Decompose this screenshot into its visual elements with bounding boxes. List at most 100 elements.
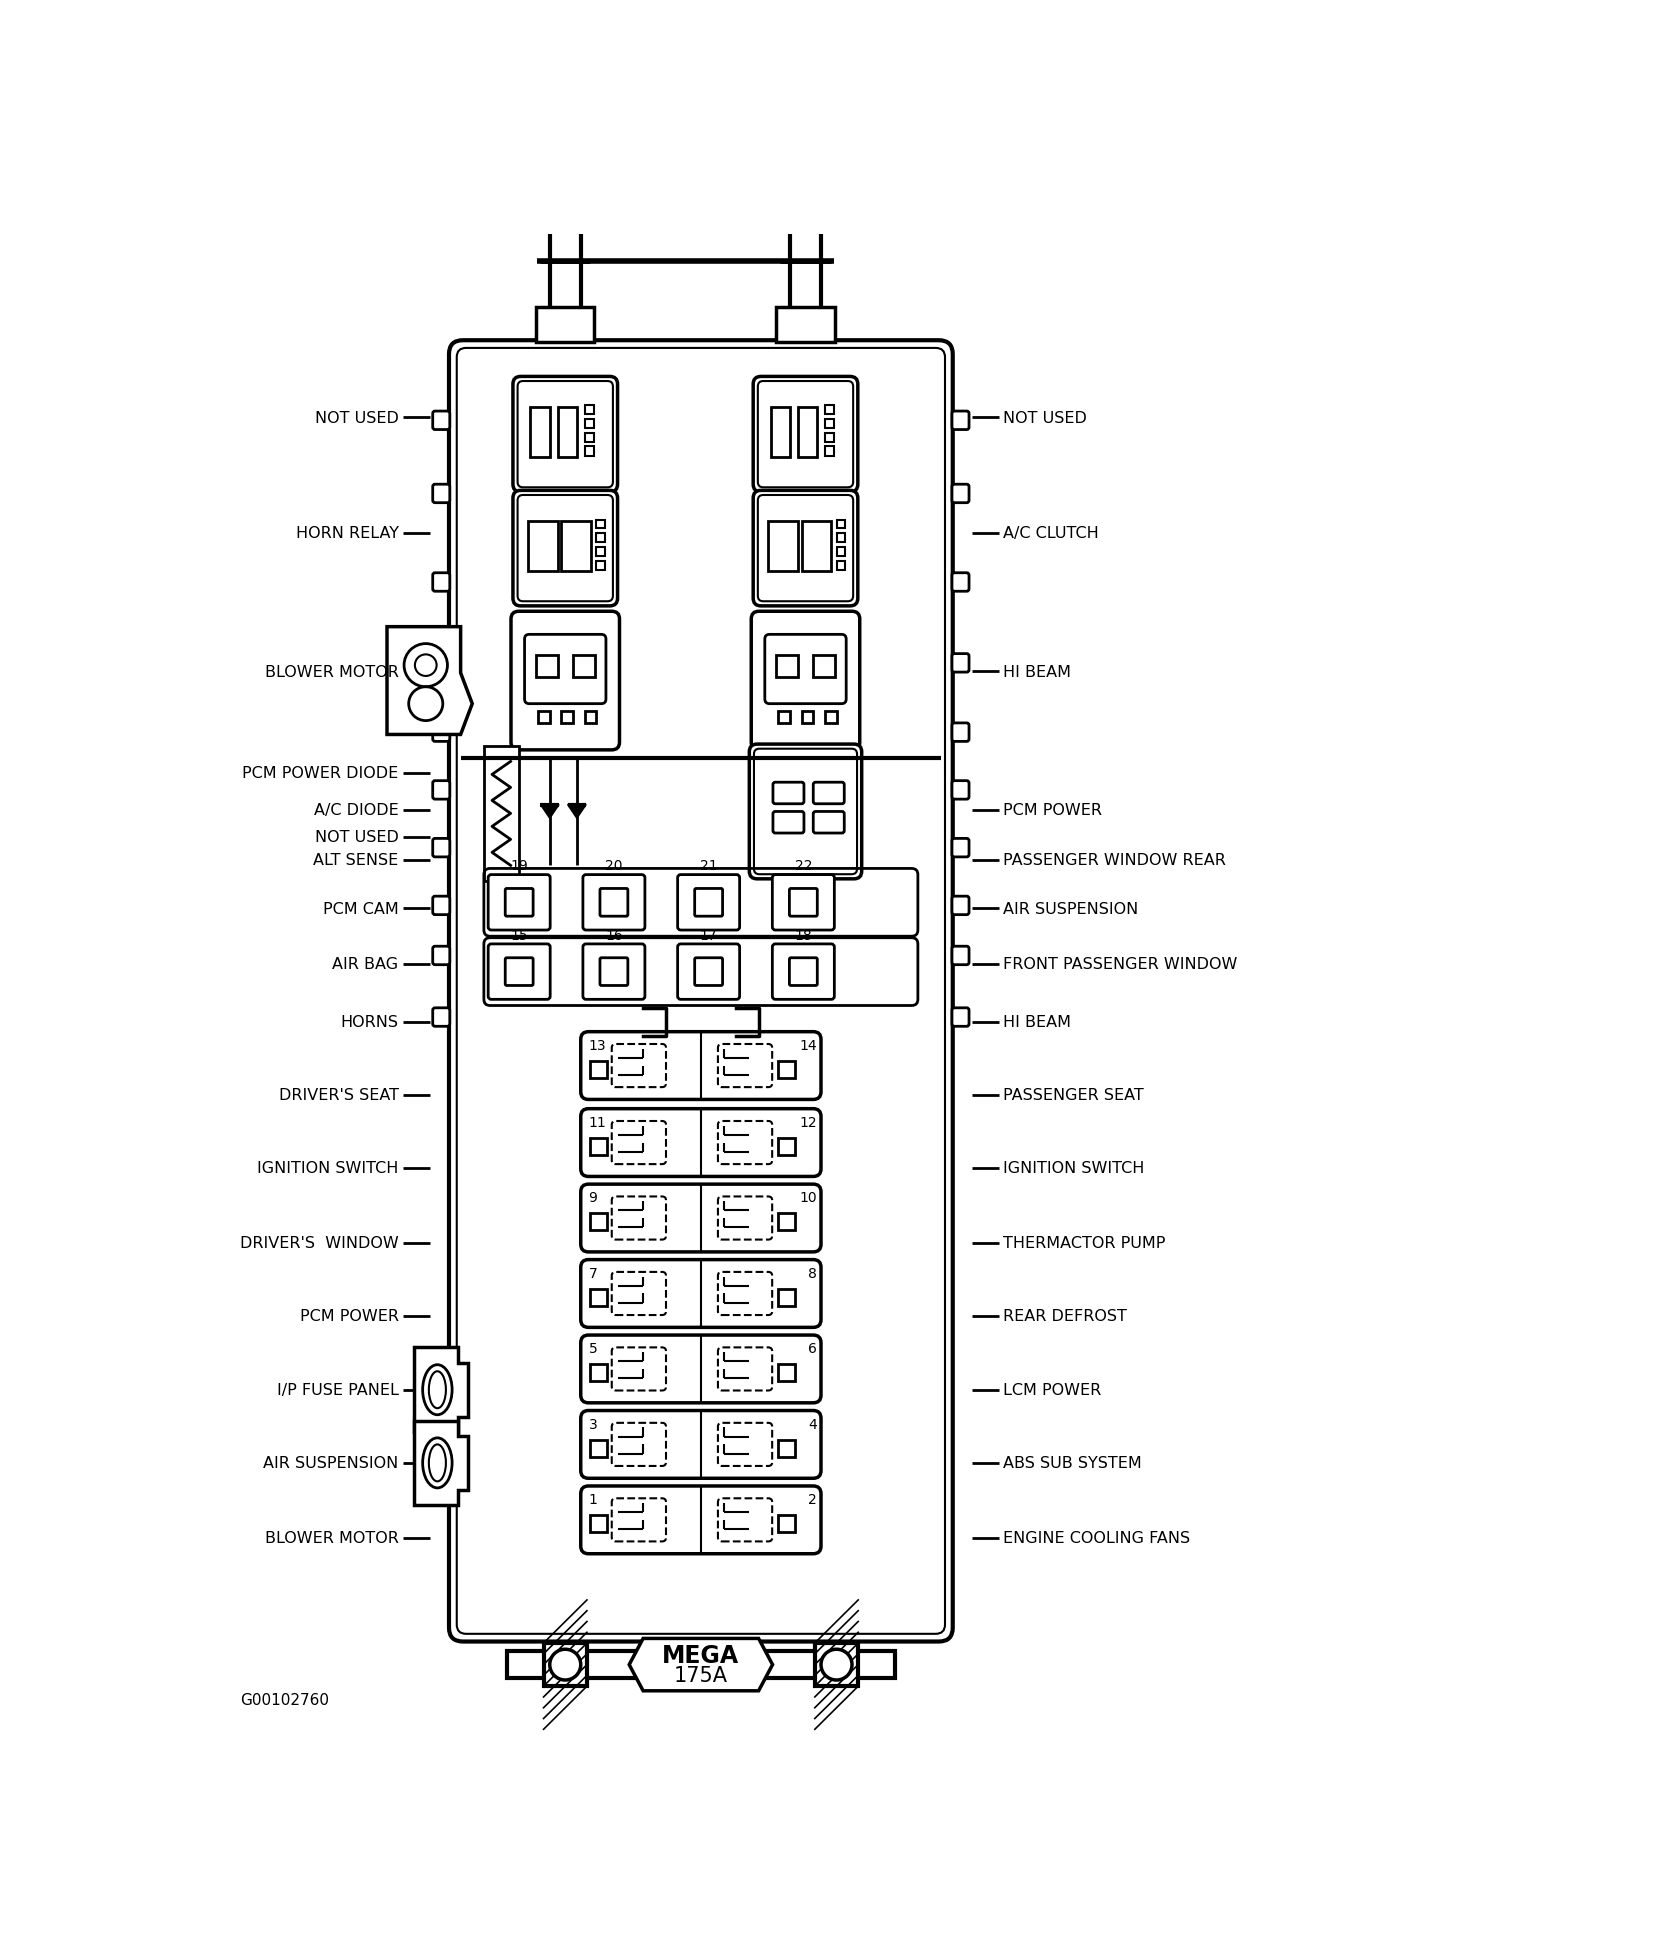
Text: HI BEAM: HI BEAM (1004, 1014, 1070, 1029)
FancyBboxPatch shape (581, 1184, 822, 1252)
Bar (590, 1440, 608, 1456)
Text: DRIVER'S  WINDOW: DRIVER'S WINDOW (240, 1235, 399, 1251)
Text: HORNS: HORNS (341, 1014, 399, 1029)
Text: 8: 8 (808, 1266, 817, 1280)
FancyBboxPatch shape (718, 1198, 772, 1241)
FancyBboxPatch shape (600, 959, 628, 986)
Text: 4: 4 (808, 1417, 817, 1431)
FancyBboxPatch shape (718, 1348, 772, 1391)
FancyBboxPatch shape (581, 1031, 822, 1100)
FancyBboxPatch shape (611, 1348, 666, 1391)
Text: 19: 19 (511, 859, 528, 873)
Bar (536, 656, 558, 677)
FancyBboxPatch shape (611, 1272, 666, 1315)
Bar (590, 1364, 608, 1382)
Polygon shape (630, 1638, 773, 1691)
Bar (543, 1644, 586, 1687)
Bar (573, 656, 595, 677)
Circle shape (822, 1650, 852, 1681)
Bar (778, 1364, 795, 1382)
Bar (778, 1139, 795, 1155)
Text: 12: 12 (800, 1115, 817, 1129)
Bar (778, 712, 790, 724)
Bar (561, 712, 573, 724)
Bar (802, 523, 832, 571)
Text: 20: 20 (605, 859, 623, 873)
FancyBboxPatch shape (813, 783, 845, 804)
FancyBboxPatch shape (433, 724, 449, 742)
Bar (798, 407, 817, 458)
Text: 15: 15 (511, 928, 528, 941)
Text: I/P FUSE PANEL: I/P FUSE PANEL (277, 1382, 399, 1397)
FancyBboxPatch shape (772, 875, 835, 932)
Bar (508, 1652, 895, 1679)
Bar (825, 448, 835, 456)
Polygon shape (387, 628, 473, 736)
FancyBboxPatch shape (488, 945, 549, 1000)
FancyBboxPatch shape (581, 1485, 822, 1554)
Bar (837, 521, 845, 528)
Text: HORN RELAY: HORN RELAY (296, 526, 399, 540)
Text: A/C CLUTCH: A/C CLUTCH (1004, 526, 1099, 540)
FancyBboxPatch shape (773, 783, 803, 804)
Text: BLOWER MOTOR: BLOWER MOTOR (266, 1530, 399, 1546)
FancyBboxPatch shape (611, 1499, 666, 1542)
Bar (825, 405, 835, 415)
Text: 10: 10 (800, 1190, 817, 1206)
Bar (596, 534, 605, 542)
Bar (484, 748, 519, 881)
Polygon shape (568, 804, 586, 818)
FancyBboxPatch shape (813, 812, 845, 834)
Text: 21: 21 (700, 859, 718, 873)
FancyBboxPatch shape (433, 654, 449, 673)
FancyBboxPatch shape (750, 746, 862, 879)
Bar (778, 1213, 795, 1231)
Bar (596, 562, 605, 569)
FancyBboxPatch shape (952, 781, 969, 800)
FancyBboxPatch shape (433, 781, 449, 800)
Text: ABS SUB SYSTEM: ABS SUB SYSTEM (1004, 1456, 1142, 1470)
Bar (561, 523, 591, 571)
Text: NOT USED: NOT USED (1004, 411, 1087, 425)
Text: A/C DIODE: A/C DIODE (314, 802, 399, 818)
FancyBboxPatch shape (695, 888, 723, 916)
FancyBboxPatch shape (513, 378, 618, 493)
Bar (590, 1515, 608, 1532)
FancyBboxPatch shape (449, 341, 954, 1642)
FancyBboxPatch shape (433, 896, 449, 916)
Bar (584, 448, 595, 456)
Bar (778, 1061, 795, 1078)
Text: ALT SENSE: ALT SENSE (314, 853, 399, 869)
Bar (825, 432, 835, 442)
Text: 6: 6 (808, 1343, 817, 1356)
Text: G00102760: G00102760 (240, 1693, 329, 1707)
Polygon shape (414, 1348, 468, 1433)
FancyBboxPatch shape (583, 875, 645, 932)
Bar (596, 521, 605, 528)
Bar (590, 1290, 608, 1305)
Text: 22: 22 (795, 859, 812, 873)
Text: 11: 11 (588, 1115, 606, 1129)
FancyBboxPatch shape (581, 1110, 822, 1176)
FancyBboxPatch shape (952, 840, 969, 857)
Text: 9: 9 (588, 1190, 598, 1206)
FancyBboxPatch shape (752, 613, 860, 750)
FancyBboxPatch shape (506, 959, 533, 986)
Text: 18: 18 (795, 928, 812, 941)
Text: 5: 5 (588, 1343, 598, 1356)
FancyBboxPatch shape (678, 875, 740, 932)
Text: BLOWER MOTOR: BLOWER MOTOR (266, 665, 399, 679)
FancyBboxPatch shape (765, 634, 847, 705)
Text: 3: 3 (588, 1417, 598, 1431)
Text: 17: 17 (700, 928, 718, 941)
FancyBboxPatch shape (952, 724, 969, 742)
Polygon shape (541, 804, 559, 818)
FancyBboxPatch shape (433, 947, 449, 965)
FancyBboxPatch shape (524, 634, 606, 705)
FancyBboxPatch shape (952, 573, 969, 591)
Text: MEGA: MEGA (663, 1644, 740, 1667)
Bar (837, 562, 845, 569)
Text: FRONT PASSENGER WINDOW: FRONT PASSENGER WINDOW (1004, 957, 1237, 973)
FancyBboxPatch shape (772, 945, 835, 1000)
Bar (777, 656, 798, 677)
